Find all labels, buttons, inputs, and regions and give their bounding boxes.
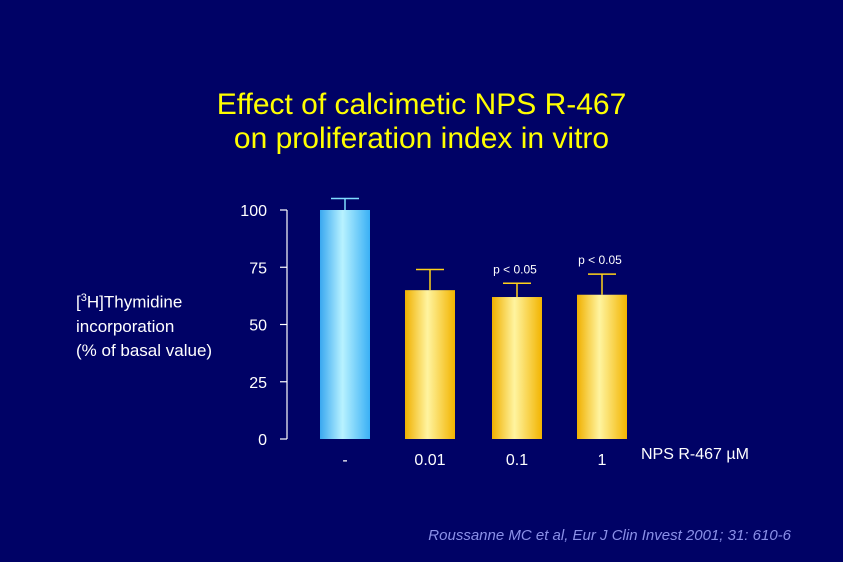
y-tick-label: 50 (249, 318, 267, 335)
significance-label: p < 0.05 (578, 253, 622, 267)
x-tick-label: 0.1 (506, 452, 528, 469)
chart-title: Effect of calcimetic NPS R-467 on prolif… (0, 88, 843, 156)
x-tick-label: 1 (598, 452, 607, 469)
y-tick-label: 75 (249, 260, 267, 277)
x-axis-title: NPS R-467 µM (641, 446, 749, 463)
y-axis-label: [3H]Thymidine incorporation (% of basal … (76, 286, 212, 363)
bar (577, 294, 627, 439)
y-tick-label: 100 (240, 203, 267, 220)
citation: Roussanne MC et al, Eur J Clin Invest 20… (428, 527, 791, 544)
bar (492, 297, 542, 439)
x-tick-label: - (342, 452, 347, 469)
significance-label: p < 0.05 (493, 262, 537, 276)
bar (405, 290, 455, 439)
bar (320, 210, 370, 439)
title-line-2: on proliferation index in vitro (233, 122, 610, 155)
title-line-1: Effect of calcimetic NPS R-467 (216, 88, 627, 121)
y-axis-label-line-2: incorporation (76, 316, 175, 336)
y-axis-label-line-1: [3H]Thymidine (76, 292, 183, 312)
y-axis-label-line-3: (% of basal value) (76, 340, 213, 360)
y-tick-label: 25 (249, 375, 267, 392)
x-tick-label: 0.01 (414, 452, 445, 469)
y-tick-label: 0 (258, 432, 267, 449)
